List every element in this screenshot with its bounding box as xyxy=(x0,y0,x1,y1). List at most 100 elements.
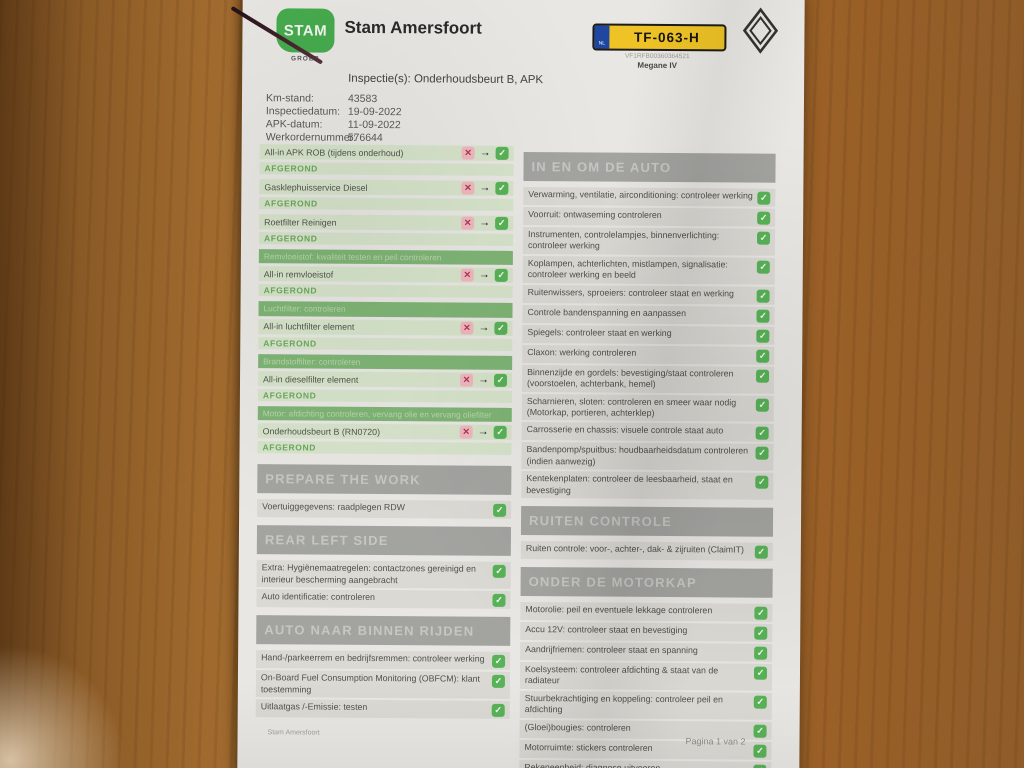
vin-number: VF1RFB00360364521 xyxy=(624,52,690,61)
row-label: PREPARE THE WORK xyxy=(265,471,421,488)
section-header: PREPARE THE WORK xyxy=(257,464,512,496)
checklist-item: Spiegels: controleer staat en werking ✓ xyxy=(522,324,775,345)
row-label: Roetfilter Reinigen xyxy=(264,216,337,228)
task-result-icons: ✕ → ✓ xyxy=(459,373,508,387)
row-label: AFGEROND xyxy=(262,442,317,454)
check-icon: ✓ xyxy=(754,545,768,559)
row-label: Onderhoudsbeurt B (RN0720) xyxy=(262,426,381,437)
checklist-item: Aandrijfriemen: controleer staat en span… xyxy=(520,642,773,662)
subsection-bar: Remvloeistof: kwaliteit testen en peil c… xyxy=(258,249,513,266)
check-icon: ✓ xyxy=(491,703,505,718)
row-label: AFGEROND xyxy=(263,285,318,296)
row-label: AFGEROND xyxy=(263,233,318,244)
checklist-item: Bandenpomp/spuitbus: houdbaarheidsdatum … xyxy=(521,442,774,471)
service-task-row: All-in luchtfilter element ✕ → ✓ xyxy=(258,318,513,336)
arrow-icon: → xyxy=(478,269,490,282)
checklist-item: Kentekenplaten: controleer de leesbaarhe… xyxy=(521,471,774,500)
checklist-right-column: IN EN OM DE AUTO Verwarming, ventilatie, … xyxy=(519,146,776,768)
cross-icon: ✕ xyxy=(461,181,475,195)
checklist-item: Accu 12V: controleer staat en bevestigin… xyxy=(520,622,773,642)
row-label: All-in luchtfilter element xyxy=(263,321,355,333)
check-icon: ✓ xyxy=(753,744,767,758)
row-label: Carrosserie en chassis: visuele controle… xyxy=(526,424,724,436)
meta-row-inspectiedatum: Inspectiedatum: 19-09-2022 xyxy=(266,105,402,119)
checklist-item: Stuurbekrachtiging en koppeling: control… xyxy=(519,690,772,720)
cross-icon: ✕ xyxy=(460,321,474,335)
service-task-row: All-in remvloeistof ✕ → ✓ xyxy=(258,266,513,284)
cross-icon: ✕ xyxy=(459,373,474,387)
meta-value: 11-09-2022 xyxy=(347,118,401,132)
meta-label: Inspectiedatum: xyxy=(265,105,341,118)
checklist-item: Extra: Hygiënemaatregelen: contactzones … xyxy=(256,560,511,590)
meta-value: 576644 xyxy=(347,131,383,145)
meta-value: 43583 xyxy=(347,92,378,105)
stam-logo-text: STAM xyxy=(283,21,328,40)
checklist-item: Verwarming, ventilatie, airconditioning:… xyxy=(523,187,776,207)
row-label: Koelsysteem: controleer afdichting & sta… xyxy=(524,664,719,686)
check-icon: ✓ xyxy=(753,666,768,680)
service-task-row: All-in dieselfilter element ✕ → ✓ xyxy=(257,371,513,389)
checklist-item: Koelsysteem: controleer afdichting & sta… xyxy=(519,662,773,691)
footer-page-number: Pagina 1 van 2 xyxy=(685,736,746,747)
stam-logo: STAM xyxy=(276,8,335,53)
checklist-item: Voertuiggegevens: raadplegen RDW ✓ xyxy=(257,499,512,520)
row-label: Koplampen, achterlichten, mistlampen, si… xyxy=(527,257,728,281)
row-label: Instrumenten, controlelampjes, binnenver… xyxy=(527,229,720,251)
checklist-item: Uitlaatgas /-Emissie: testen ✓ xyxy=(255,699,510,720)
stam-logo-subtext: GROEP xyxy=(290,55,320,63)
checklist-item: Ruitenwissers, sproeiers: controleer sta… xyxy=(522,284,775,305)
cross-icon: ✕ xyxy=(461,146,475,160)
row-label: Spiegels: controleer staat en werking xyxy=(527,326,672,338)
cross-icon: ✕ xyxy=(461,216,475,230)
row-label: Uitlaatgas /-Emissie: testen xyxy=(260,701,368,713)
check-icon: ✓ xyxy=(756,231,771,245)
subsection-bar: Motor: afdichting controleren, vervang o… xyxy=(257,406,512,423)
plate-number: TF-063-H xyxy=(633,29,700,46)
row-label: IN EN OM DE AUTO xyxy=(531,159,672,176)
section-header: AUTO NAAR BINNEN RIJDEN xyxy=(256,615,511,647)
section-header: REAR LEFT SIDE xyxy=(256,525,512,557)
arrow-icon: → xyxy=(479,146,491,159)
row-label: Bandenpomp/spuitbus: houdbaarheidsdatum … xyxy=(526,444,749,467)
checklist-item: Auto identificatie: controleren ✓ xyxy=(256,589,511,610)
check-icon: ✓ xyxy=(491,675,505,689)
row-label: All-in APK ROB (tijdens onderhoud) xyxy=(264,146,404,158)
check-icon: ✓ xyxy=(756,329,770,343)
section-header: IN EN OM DE AUTO xyxy=(523,152,776,183)
checklist-item: Hand-/parkeerrem en bedrijfsremmen: cont… xyxy=(256,650,511,671)
row-label: Claxon: werking controleren xyxy=(527,346,637,358)
check-icon: ✓ xyxy=(753,764,767,768)
meta-label: Km-stand: xyxy=(265,92,314,105)
check-icon: ✓ xyxy=(755,398,769,412)
checklist-item: Claxon: werking controleren ✓ xyxy=(522,344,775,365)
section-header: ONDER DE MOTORKAP xyxy=(520,567,773,598)
row-label: ONDER DE MOTORKAP xyxy=(528,574,697,591)
row-label: Auto identificatie: controleren xyxy=(261,591,376,603)
check-icon: ✓ xyxy=(495,181,509,195)
check-icon: ✓ xyxy=(494,321,508,335)
check-icon: ✓ xyxy=(756,260,770,274)
row-label: Luchtfilter: controleren xyxy=(263,303,346,315)
checklist-item: Binnenzijde en gordels: bevestiging/staa… xyxy=(521,364,775,394)
row-label: All-in dieselfilter element xyxy=(263,373,359,385)
row-label: Ruitenwissers, sproeiers: controleer sta… xyxy=(527,286,735,299)
task-status-afgerond: AFGEROND xyxy=(257,389,512,404)
check-icon: ✓ xyxy=(755,447,769,461)
row-label: Stuurbekrachtiging en koppeling: control… xyxy=(524,692,723,715)
check-icon: ✓ xyxy=(756,369,770,383)
vehicle-model: Megane IV xyxy=(637,60,678,71)
cross-icon: ✕ xyxy=(460,268,474,283)
meta-label: Werkordernummer: xyxy=(265,131,357,144)
checklist-item: Koplampen, achterlichten, mistlampen, si… xyxy=(522,255,775,285)
arrow-icon: → xyxy=(477,373,490,386)
check-icon: ✓ xyxy=(495,146,509,160)
cross-icon: ✕ xyxy=(459,426,473,440)
task-result-icons: ✕ → ✓ xyxy=(460,321,508,335)
inspection-meta: Km-stand: 43583 Inspectiedatum: 19-09-20… xyxy=(266,92,402,145)
service-task-row: Onderhoudsbeurt B (RN0720) ✕ → ✓ xyxy=(257,423,512,441)
check-icon: ✓ xyxy=(753,724,767,738)
row-label: Remvloeistof: kwaliteit testen en peil c… xyxy=(263,251,442,263)
row-label: Motorolie: peil en eventuele lekkage con… xyxy=(525,604,713,616)
checklist-item: Rekeneenheid: diagnose uitvoeren ✓ xyxy=(519,759,772,768)
checklist-item: Voorruit: ontwaseming controleren ✓ xyxy=(523,207,776,227)
